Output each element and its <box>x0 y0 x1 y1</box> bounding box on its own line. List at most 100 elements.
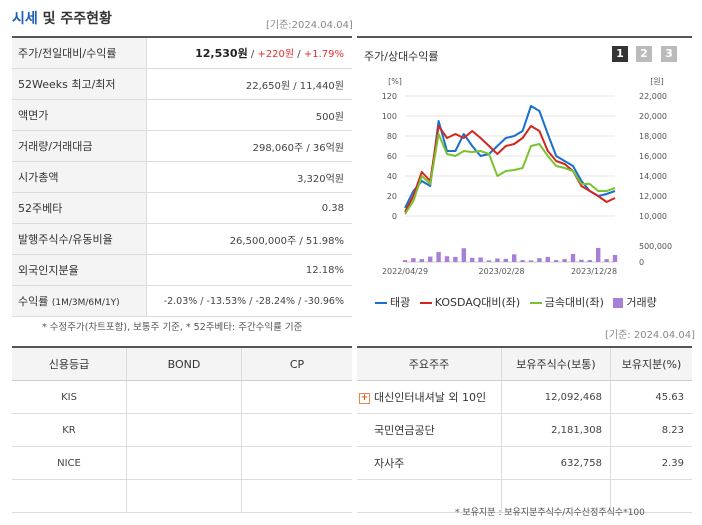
cp-cell <box>241 380 352 414</box>
info-label: 거래량/거래대금 <box>12 130 147 162</box>
chart-page-button-3[interactable]: 3 <box>661 46 677 62</box>
table-row: + 대신인터내셔날 외 10인 12,092,468 45.63 <box>357 380 692 414</box>
info-value: 12.18% <box>146 254 352 286</box>
bond-cell <box>126 380 242 414</box>
title-main: 시세 <box>12 11 38 27</box>
expand-plus-icon[interactable]: + <box>359 392 370 404</box>
left-tick-label: 100 <box>382 112 397 121</box>
chart-legend: 태광 KOSDAQ대비(좌) 금속대비(좌) 거래량 <box>375 294 663 310</box>
x-tick-label: 2023/12/28 <box>571 267 617 276</box>
info-value: 500원 <box>146 99 352 131</box>
info-label: 52Weeks 최고/최저 <box>12 68 147 100</box>
legend-label: KOSDAQ대비(좌) <box>434 296 521 309</box>
separator: / <box>294 49 304 60</box>
volume-bar <box>461 248 466 262</box>
volume-bar <box>453 256 458 262</box>
table-row: NICE <box>12 446 352 480</box>
return-1y: -30.96% <box>304 295 344 307</box>
table-row: KR <box>12 413 352 447</box>
holder-shares: 632,758 <box>501 446 611 480</box>
col-header: 보유주식수(보통) <box>501 347 611 381</box>
chart-page-button-1[interactable]: 1 <box>612 46 628 62</box>
legend-item: 금속대비(좌) <box>529 294 604 310</box>
major-holders-table: 주요주주 보유주식수(보통) 보유지분(%) + 대신인터내셔날 외 10인 12… <box>357 346 692 513</box>
agency-cell: KIS <box>12 380 127 414</box>
right-tick-label: 16,000 <box>639 152 667 161</box>
info-footnote: * 수정주가(차트포함), 보통주 기준, * 52주베타: 주간수익률 기준 <box>42 322 303 333</box>
info-label: 외국인지분율 <box>12 254 147 286</box>
info-value: 298,060주 / 36억원 <box>146 130 352 162</box>
holder-pct: 45.63 <box>610 380 692 414</box>
bond-cell <box>126 479 242 513</box>
info-row: 외국인지분율 12.18% <box>12 254 352 286</box>
left-tick-label: 40 <box>387 172 397 181</box>
series-line <box>404 105 616 209</box>
info-label: 수익률 (1M/3M/6M/1Y) <box>12 285 147 317</box>
separator: / <box>197 295 207 307</box>
volume-bar <box>512 254 517 262</box>
returns-label: 수익률 <box>18 295 49 308</box>
holder-name: 대신인터내셔날 외 10인 <box>374 391 487 404</box>
volume-bar <box>470 257 475 262</box>
legend-item: 태광 <box>375 294 410 310</box>
info-value: 0.38 <box>146 192 352 224</box>
cp-cell <box>241 479 352 513</box>
info-value: 3,320억원 <box>146 161 352 193</box>
holder-pct: 2.39 <box>610 446 692 480</box>
chart-page-button-2[interactable]: 2 <box>636 46 652 62</box>
legend-swatch <box>419 302 432 304</box>
holder-name: 국민연금공단 <box>357 413 502 447</box>
info-row: 시가총액 3,320억원 <box>12 161 352 193</box>
volume-bar <box>604 259 609 262</box>
col-header: 보유지분(%) <box>610 347 692 381</box>
holder-name: 자사주 <box>357 446 502 480</box>
price-change-value: 12,530원 / +220원 / +1.79% <box>146 37 352 69</box>
x-tick-label: 2022/04/29 <box>382 267 428 276</box>
legend-item: 거래량 <box>613 294 657 310</box>
volume-tick-label: 500,000 <box>639 242 672 251</box>
volume-bar <box>554 260 559 262</box>
right-tick-label: 20,000 <box>639 112 667 121</box>
volume-bar <box>570 254 576 262</box>
info-label: 주가/전일대비/수익률 <box>12 37 147 69</box>
col-header: 주요주주 <box>357 347 502 381</box>
separator: / <box>246 295 256 307</box>
col-header: CP <box>241 347 352 381</box>
left-axis-unit: [%] <box>388 77 402 86</box>
info-label: 발행주식수/유동비율 <box>12 223 147 255</box>
table-row <box>357 479 692 513</box>
section-title: 시세 및 주주현황 <box>12 8 112 28</box>
info-value: 22,650원 / 11,440원 <box>146 68 352 100</box>
title-rest: 및 주주현황 <box>37 11 112 27</box>
holder-shares: 12,092,468 <box>501 380 611 414</box>
volume-bar <box>612 254 618 262</box>
table-row: KIS <box>12 380 352 414</box>
left-tick-label: 60 <box>387 152 397 161</box>
holder-shares <box>501 479 611 513</box>
legend-swatch <box>529 302 542 304</box>
volume-bar <box>444 256 450 262</box>
left-tick-label: 80 <box>387 132 397 141</box>
volume-bar <box>402 260 408 262</box>
bond-cell <box>126 413 242 447</box>
volume-bar <box>436 252 441 262</box>
info-label: 시가총액 <box>12 161 147 193</box>
cp-cell <box>241 446 352 480</box>
info-row: 주가/전일대비/수익률 12,530원 / +220원 / +1.79% <box>12 37 352 69</box>
price-change-rate: +1.79% <box>303 49 344 60</box>
chart-panel: 주가/상대수익률 1 2 3 [%] [원] 0 10,000 20 12,000 40 14… <box>357 36 692 314</box>
table-row <box>12 479 352 513</box>
volume-bar <box>503 258 508 262</box>
holder-name-cell[interactable]: + 대신인터내셔날 외 10인 <box>357 380 502 414</box>
info-row: 52주베타 0.38 <box>12 192 352 224</box>
returns-value: -2.03% / -13.53% / -28.24% / -30.96% <box>146 285 352 317</box>
chart-title: 주가/상대수익률 <box>364 50 439 63</box>
info-row: 수익률 (1M/3M/6M/1Y) -2.03% / -13.53% / -28… <box>12 285 352 317</box>
info-row: 발행주식수/유동비율 26,500,000주 / 51.98% <box>12 223 352 255</box>
volume-bar <box>478 257 483 262</box>
current-price: 12,530원 <box>195 47 248 60</box>
series-line <box>404 125 616 213</box>
return-1m: -2.03% <box>163 295 198 307</box>
left-tick-label: 20 <box>387 192 397 201</box>
stock-info-table: 주가/전일대비/수익률 12,530원 / +220원 / +1.79% 52W… <box>12 36 352 317</box>
